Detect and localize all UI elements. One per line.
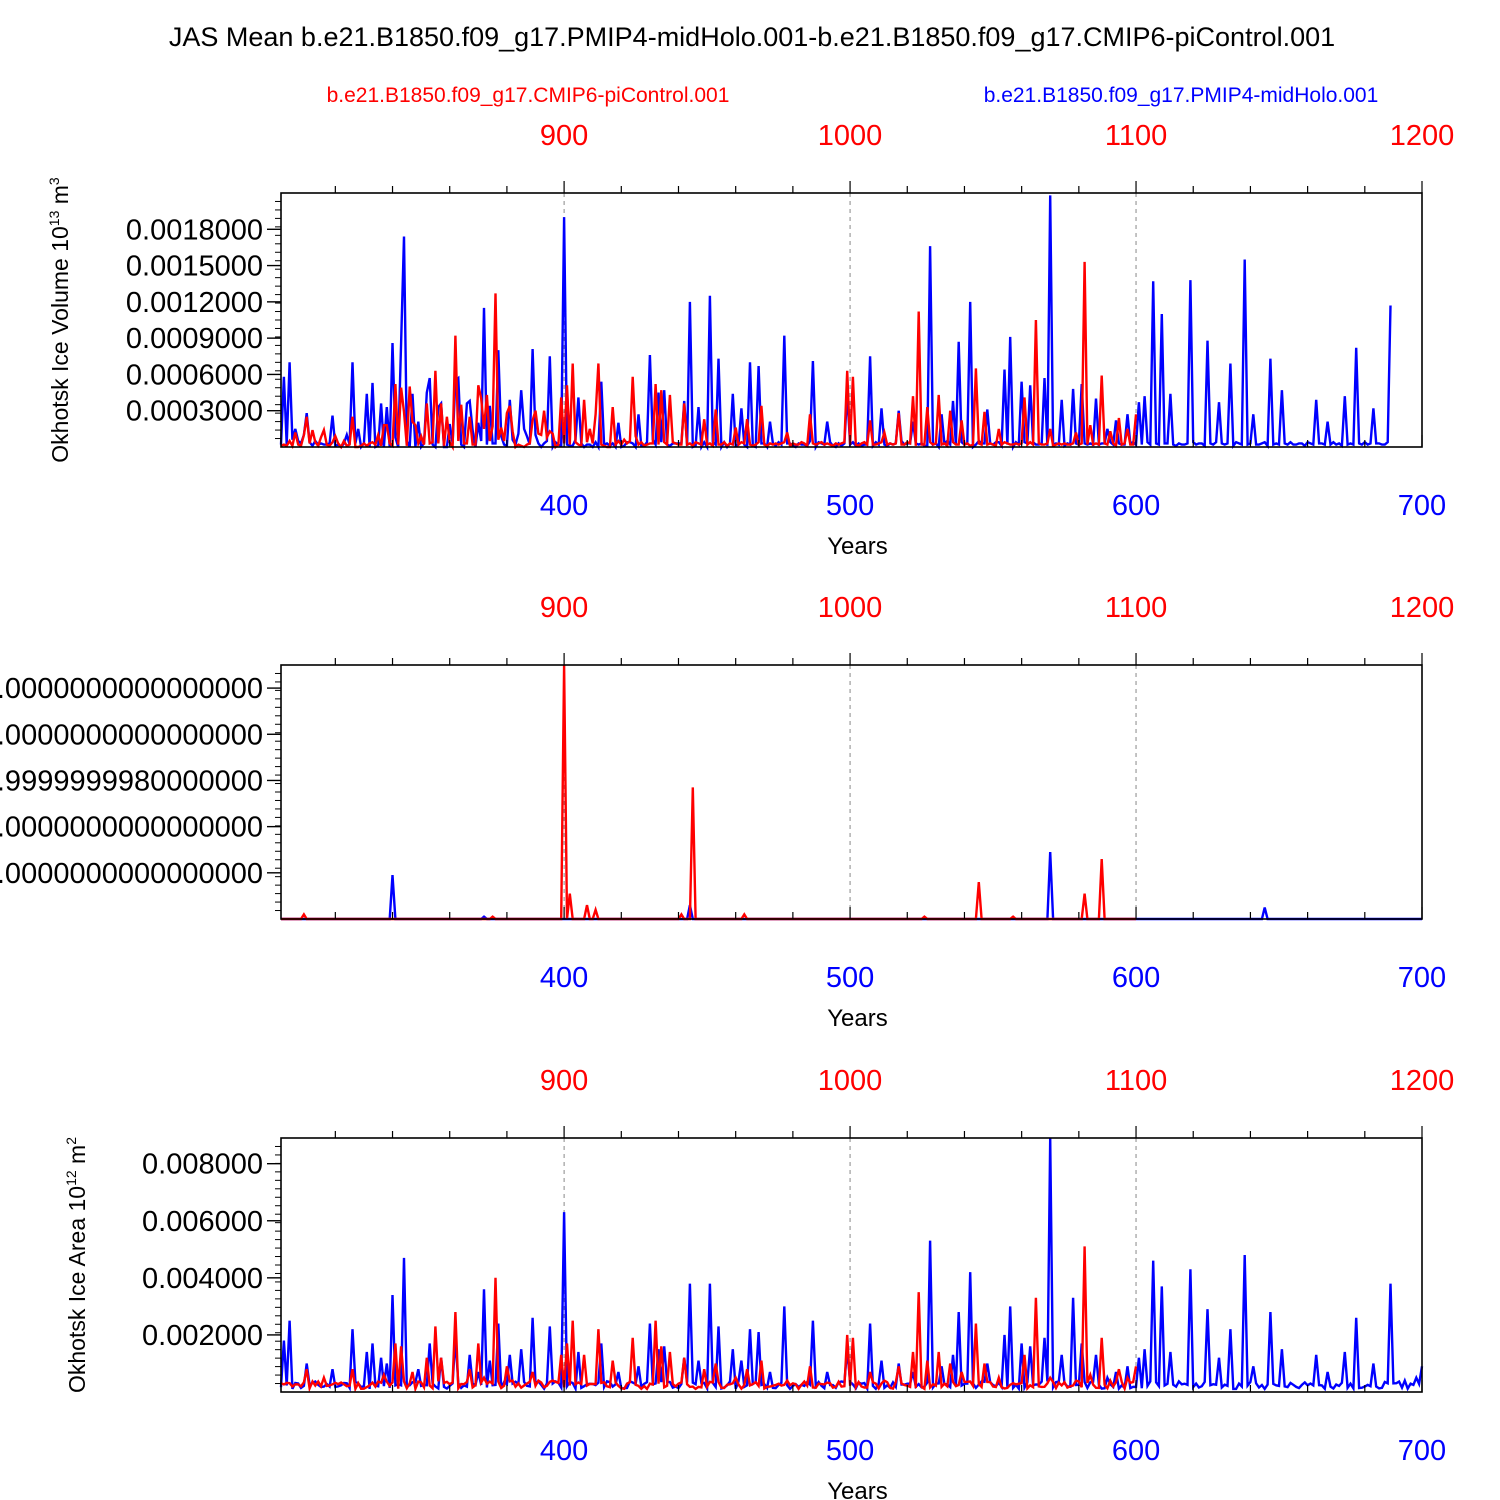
x-axis-label: Years [827,1478,888,1500]
legend-picontrol-label: b.e21.B1850.f09_g17.CMIP6-piControl.001 [327,84,730,107]
y-tick-label: 0.004000 [142,1263,263,1295]
x-axis-label: Years [827,1005,888,1032]
y-tick-label: 0.002000 [142,1320,263,1352]
series-line-midholo [279,1137,1424,1394]
series-line-picontrol [281,664,1136,921]
x-tick-label-top: 1100 [1105,120,1167,152]
x-tick-label-bottom: 700 [1398,1435,1446,1467]
x-tick-label-bottom: 700 [1398,962,1446,994]
x-tick-label-top: 1000 [818,120,883,152]
x-tick-label-top: 1200 [1390,120,1455,152]
y-tick-label: 0.008000 [142,1149,263,1181]
y-tick-label: 0.0003000 [126,396,263,428]
x-tick-label-top: 1100 [1105,592,1167,624]
x-tick-label-bottom: 500 [826,490,874,522]
y-axis-label: Okhotsk Ice Volume 1013 m3 [46,177,73,463]
x-tick-label-bottom: 500 [826,962,874,994]
x-tick-label-bottom: 700 [1398,490,1446,522]
series-line-picontrol [280,1246,1138,1394]
figure-title: JAS Mean b.e21.B1850.f09_g17.PMIP4-midHo… [169,22,1335,52]
panels: 400 500 600 700 900 1000 1100 1200 Years 0.000300… [0,120,1454,1500]
series-line-midholo [279,195,1392,452]
plot-frame [280,664,1423,920]
x-tick-label-top: 1200 [1390,592,1455,624]
y-tick-label: 0.0006000 [126,359,263,391]
x-axis-label: Years [827,533,888,560]
y-tick-label: 0.0000000000000000 [0,719,263,751]
x-tick-label-bottom: 600 [1112,1435,1160,1467]
y-tick-label: 0.0018000 [126,214,263,246]
x-tick-label-top: 1200 [1390,1065,1455,1097]
x-tick-label-bottom: 600 [1112,490,1160,522]
x-tick-label-bottom: 400 [540,490,588,522]
series-line-picontrol [280,261,1138,452]
x-tick-label-top: 1000 [818,1065,883,1097]
y-axis-label: Okhotsk Ice Area 1012 m2 [63,1137,90,1393]
y-tick-label: 0.0000000000000000 [0,673,263,705]
x-tick-label-bottom: 500 [826,1435,874,1467]
y-tick-label: 0.006000 [142,1206,263,1238]
series-line-midholo [281,851,1422,921]
y-tick-label: 0.0015000 [126,251,263,283]
y-tick-label: 0.9999999980000000 [0,765,263,797]
x-tick-label-top: 1000 [818,592,883,624]
y-tick-label: 0.0009000 [126,323,263,355]
x-tick-label-bottom: 400 [540,962,588,994]
x-tick-label-top: 900 [540,1065,588,1097]
x-tick-label-bottom: 600 [1112,962,1160,994]
x-tick-label-top: 900 [540,120,588,152]
y-tick-label: 0.0012000 [126,287,263,319]
x-tick-label-bottom: 400 [540,1435,588,1467]
y-tick-label: 0.0000000000000000 [0,858,263,890]
legend-midholo-label: b.e21.B1850.f09_g17.PMIP4-midHolo.001 [984,84,1379,107]
y-tick-label: 0.0000000000000000 [0,812,263,844]
x-tick-label-top: 1100 [1105,1065,1167,1097]
x-tick-label-top: 900 [540,592,588,624]
